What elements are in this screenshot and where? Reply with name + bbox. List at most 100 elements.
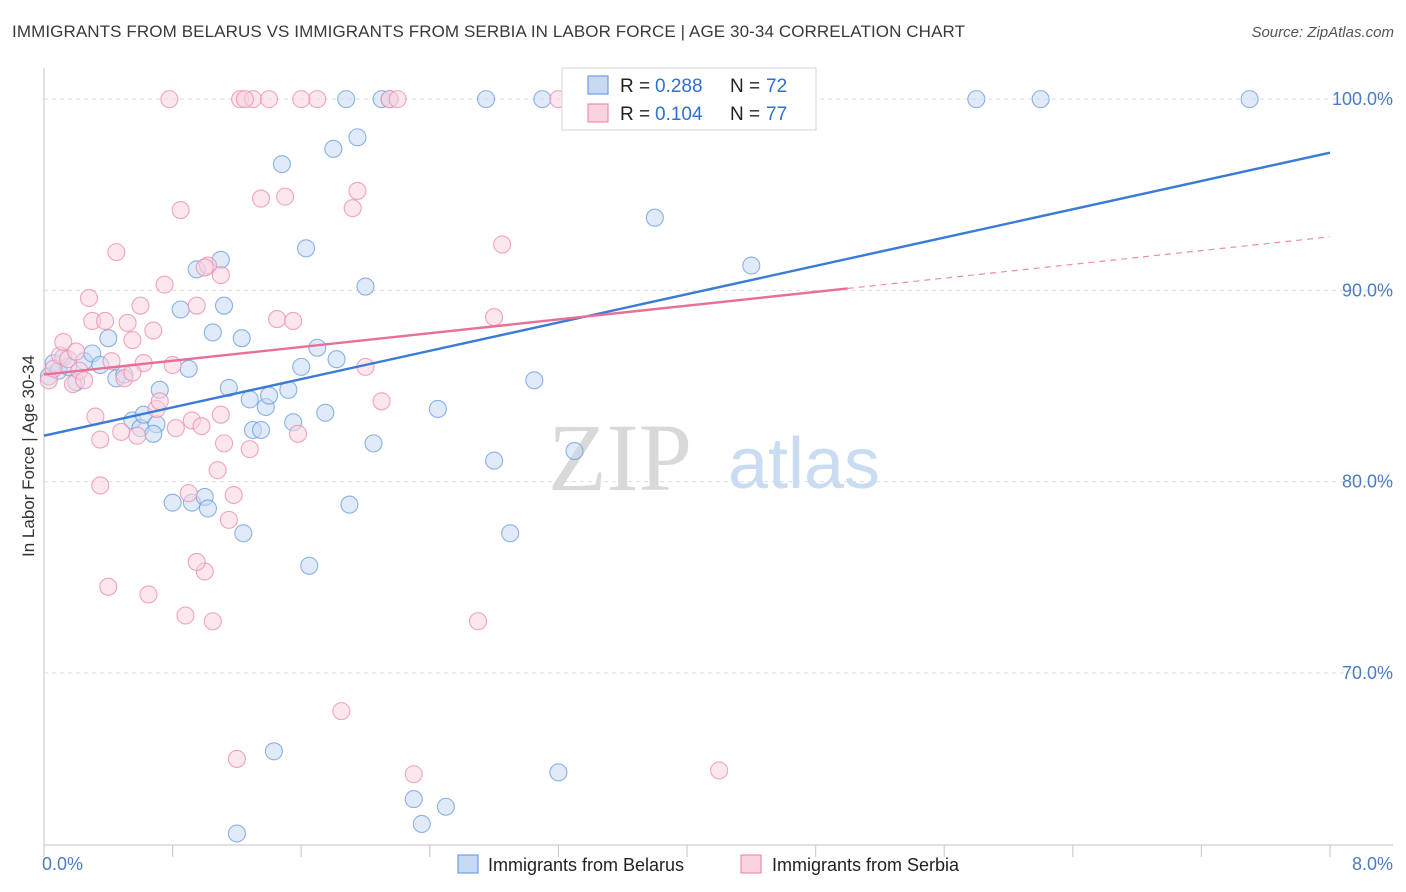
serbia-series-swatch: [740, 854, 762, 874]
belarus-point: [198, 499, 218, 518]
belarus-point: [327, 350, 346, 369]
serbia-point: [211, 266, 230, 285]
serbia-point: [112, 422, 131, 441]
serbia-point: [128, 426, 147, 445]
belarus-point: [203, 323, 222, 342]
serbia-point: [348, 181, 367, 200]
belarus-point: [1240, 90, 1259, 109]
serbia-point: [208, 461, 227, 480]
belarus-point: [316, 403, 335, 422]
belarus-point: [436, 797, 455, 816]
serbia-point: [224, 485, 243, 505]
serbia-point: [139, 585, 158, 604]
serbia-point: [211, 405, 230, 424]
belarus-point: [240, 390, 259, 409]
serbia-point: [179, 484, 198, 503]
serbia-point: [493, 235, 512, 254]
belarus-point: [412, 814, 431, 834]
belarus-point: [485, 451, 504, 470]
belarus-point: [232, 329, 251, 348]
belarus-point: [219, 378, 238, 397]
belarus-point: [525, 371, 544, 390]
serbia-point: [203, 612, 222, 631]
watermark: ZIP atlas: [548, 404, 880, 511]
watermark-atlas: atlas: [728, 424, 880, 504]
belarus-point: [272, 155, 291, 174]
belarus-point: [264, 742, 283, 761]
belarus-point: [99, 329, 118, 348]
serbia-point: [404, 765, 423, 784]
y-tick-label: 70.0%: [1342, 663, 1393, 683]
serbia-point: [468, 612, 488, 631]
serbia-point: [332, 702, 351, 721]
belarus-trend-line: [43, 151, 1331, 437]
serbia-point: [187, 296, 206, 315]
source-credit: Source: ZipAtlas.com: [1251, 24, 1394, 41]
serbia-point: [99, 577, 118, 596]
serbia-point: [485, 308, 504, 327]
series-legend: Immigrants from Belarus Immigrants from …: [457, 854, 960, 875]
belarus-point: [477, 90, 496, 109]
serbia-point: [388, 90, 407, 109]
belarus-point: [533, 90, 552, 109]
serbia-point: [107, 243, 126, 262]
belarus-point: [259, 386, 279, 405]
belarus-r-label: R =: [620, 76, 650, 97]
serbia-point: [131, 296, 150, 315]
serbia-point: [195, 258, 214, 277]
y-axis-label: In Labor Force | Age 30-34: [19, 355, 38, 557]
belarus-point: [300, 556, 319, 575]
serbia-legend-swatch: [587, 103, 609, 123]
belarus-point: [501, 524, 520, 543]
serbia-point: [75, 371, 94, 390]
belarus-point: [292, 357, 311, 376]
serbia-point: [214, 434, 234, 453]
belarus-point: [1031, 90, 1050, 109]
serbia-point: [67, 342, 86, 361]
serbia-point: [91, 430, 110, 449]
serbia-point: [343, 199, 362, 218]
serbia-point: [235, 90, 254, 109]
belarus-point: [404, 790, 423, 809]
belarus-point: [227, 824, 246, 843]
serbia-point: [276, 187, 295, 206]
serbia-point: [308, 90, 327, 109]
belarus-point: [308, 338, 327, 357]
serbia-point: [155, 275, 174, 294]
serbia-point: [227, 749, 246, 768]
serbia-r-label: R =: [620, 104, 650, 125]
serbia-point: [123, 331, 142, 350]
belarus-point: [967, 90, 986, 109]
serbia-point: [150, 392, 169, 411]
belarus-series-swatch: [457, 854, 479, 874]
serbia-point: [160, 90, 179, 109]
y-tick-label: 90.0%: [1342, 280, 1393, 300]
belarus-r-value: 0.288: [655, 76, 703, 97]
chart-title: IMMIGRANTS FROM BELARUS VS IMMIGRANTS FR…: [12, 22, 966, 41]
stats-legend: R = 0.288 N = 72 R = 0.104 N = 77: [561, 67, 817, 131]
belarus-point: [428, 399, 447, 419]
serbia-n-label: N =: [730, 104, 760, 125]
belarus-point: [565, 441, 584, 461]
belarus-series-label: Immigrants from Belarus: [488, 855, 684, 875]
serbia-point: [54, 332, 73, 352]
belarus-n-value: 72: [766, 76, 787, 97]
serbia-trend-line-extension: [847, 236, 1331, 290]
serbia-point: [171, 201, 190, 220]
belarus-point: [163, 493, 182, 512]
data-points: [39, 90, 1259, 843]
serbia-point: [288, 424, 308, 443]
y-tick-labels: 70.0% 80.0% 90.0% 100.0%: [1332, 89, 1393, 683]
x-tick-label-max: 8.0%: [1352, 854, 1393, 874]
trend-lines: [43, 151, 1331, 437]
serbia-point: [192, 417, 211, 436]
serbia-r-value: 0.104: [655, 104, 703, 125]
serbia-point: [79, 288, 99, 308]
serbia-n-value: 77: [766, 104, 787, 125]
belarus-point: [742, 256, 761, 275]
belarus-point: [645, 208, 664, 227]
belarus-point: [348, 128, 367, 147]
serbia-point: [259, 90, 279, 109]
serbia-trend-line: [43, 287, 848, 376]
serbia-point: [176, 606, 195, 625]
